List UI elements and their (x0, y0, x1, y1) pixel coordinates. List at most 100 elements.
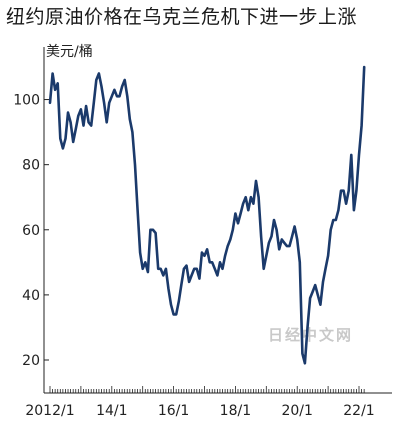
data-point (265, 254, 268, 257)
data-point (110, 95, 113, 98)
data-point (332, 219, 335, 221)
data-point (195, 267, 198, 270)
data-point (363, 66, 366, 68)
data-point (69, 121, 72, 124)
data-point (201, 251, 203, 254)
data-point (139, 251, 142, 254)
data-point (316, 294, 319, 296)
x-tick-label: 18/1 (220, 403, 251, 419)
data-point (293, 225, 296, 228)
data-point (183, 267, 185, 270)
data-point (131, 131, 134, 134)
data-point (329, 228, 332, 231)
data-point (314, 284, 317, 286)
data-point (100, 85, 103, 88)
data-point (59, 137, 62, 140)
x-tick-label: 14/1 (96, 403, 127, 419)
data-point (54, 88, 56, 91)
data-point (301, 352, 304, 355)
x-axis: 2012/1 14/1 16/1 18/1 20/1 22/1 (25, 386, 392, 419)
data-point (98, 72, 100, 75)
data-point (345, 202, 347, 205)
data-point (342, 189, 345, 192)
x-tick-label: 16/1 (158, 403, 189, 419)
data-point (165, 267, 167, 270)
y-unit-label: 美元/桶 (46, 44, 93, 60)
data-point (350, 154, 353, 156)
data-point (306, 326, 309, 329)
data-point (105, 121, 108, 124)
data-point (260, 235, 262, 238)
data-point (304, 362, 306, 365)
data-point (141, 267, 144, 270)
y-tick-label: 100 (13, 93, 40, 109)
data-point (334, 219, 337, 221)
data-point (327, 254, 329, 257)
data-point (108, 101, 111, 104)
data-point (286, 245, 288, 248)
data-point (170, 303, 172, 306)
data-point (162, 274, 165, 277)
data-point (180, 284, 183, 286)
data-point (358, 154, 360, 156)
x-tick-label: 22/1 (343, 403, 374, 419)
watermark-text: 日经中文网 (268, 326, 353, 344)
data-point (211, 261, 214, 264)
data-point (103, 101, 105, 104)
x-tick-label: 20/1 (281, 403, 312, 419)
data-point (126, 95, 129, 98)
data-point (92, 101, 95, 104)
data-point (278, 248, 281, 251)
data-point (72, 141, 75, 143)
data-point (216, 274, 219, 277)
data-point (268, 241, 270, 244)
data-point (193, 267, 196, 270)
data-point (144, 261, 147, 264)
data-point (353, 209, 355, 212)
data-point (355, 189, 358, 192)
data-point (172, 313, 175, 316)
data-point (116, 95, 118, 98)
data-point (296, 238, 299, 241)
data-point (147, 271, 149, 273)
data-point (152, 228, 154, 231)
data-point (157, 267, 160, 270)
data-point (255, 180, 257, 182)
y-tick-label: 80 (22, 158, 40, 174)
data-point (177, 300, 180, 303)
data-point (154, 232, 157, 234)
data-point (167, 287, 170, 290)
data-point (291, 235, 293, 238)
data-point (82, 124, 85, 127)
data-point (149, 228, 152, 231)
data-point (273, 219, 275, 221)
data-point (275, 228, 278, 231)
data-point (208, 261, 211, 264)
series-layer (48, 65, 366, 365)
data-point (309, 297, 311, 299)
data-point (85, 105, 87, 107)
watermark: 日经中文网 (268, 326, 353, 344)
data-point (270, 235, 273, 238)
data-point (49, 101, 51, 104)
data-point (242, 202, 245, 205)
data-point (64, 137, 67, 140)
data-point (51, 72, 54, 75)
data-point (206, 248, 209, 251)
data-point (134, 163, 136, 166)
data-point (136, 209, 139, 212)
data-point (234, 212, 237, 215)
y-tick-label: 20 (22, 353, 40, 369)
data-point (87, 121, 90, 124)
x-tick-label: 2012/1 (25, 403, 74, 419)
data-point (360, 124, 363, 127)
data-point (95, 79, 98, 81)
data-point (198, 277, 201, 280)
data-point (311, 290, 314, 293)
data-point (226, 245, 229, 248)
data-point (67, 111, 69, 114)
data-point (298, 261, 301, 264)
data-point (159, 267, 162, 270)
series-line (48, 65, 366, 365)
